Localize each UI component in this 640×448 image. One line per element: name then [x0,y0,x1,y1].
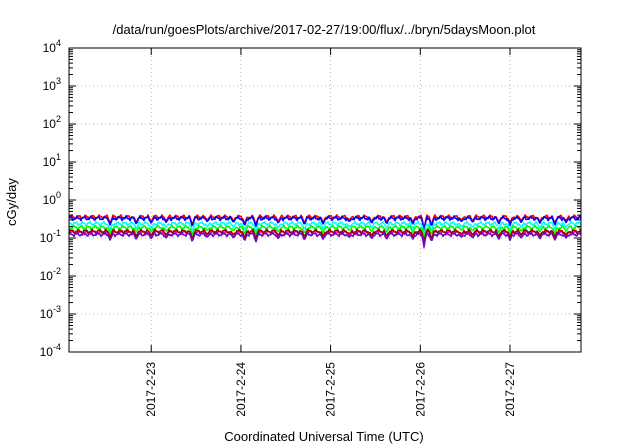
y-axis-label: cGy/day [4,178,19,226]
y-tick-label: 102 [43,114,61,131]
series-line [68,231,582,247]
x-tick-label: 2017-2-27 [503,362,517,417]
x-tick-labels: 2017-2-23 2017-2-24 2017-2-25 2017-2-26 2017… [144,362,517,417]
y-tick-label: 103 [43,76,61,93]
x-tick-label: 2017-2-26 [413,362,427,417]
y-tick-label: 10-4 [40,342,61,359]
chart-title: /data/run/goesPlots/archive/2017-02-27/1… [113,22,536,37]
x-tick-label: 2017-2-25 [324,362,338,417]
y-tick-label: 10-2 [40,266,61,283]
x-axis-label: Coordinated Universal Time (UTC) [224,429,423,444]
y-tick-label: 100 [43,190,61,207]
series-line [68,215,582,233]
y-tick-label: 10-1 [40,228,61,245]
series-line [68,220,582,237]
x-tick-label: 2017-2-23 [144,362,158,417]
y-tick-label: 104 [43,38,61,55]
series-layer [68,214,582,249]
grid-layer [69,48,581,352]
y-tick-label: 101 [43,152,61,169]
y-tick-label: 10-3 [40,304,61,321]
series-line [68,228,582,244]
y-tick-labels: 104 103 102 101 100 10-1 10-2 10-3 10-4 [40,38,61,359]
tick-layer [69,47,581,353]
x-tick-label: 2017-2-24 [234,362,248,417]
